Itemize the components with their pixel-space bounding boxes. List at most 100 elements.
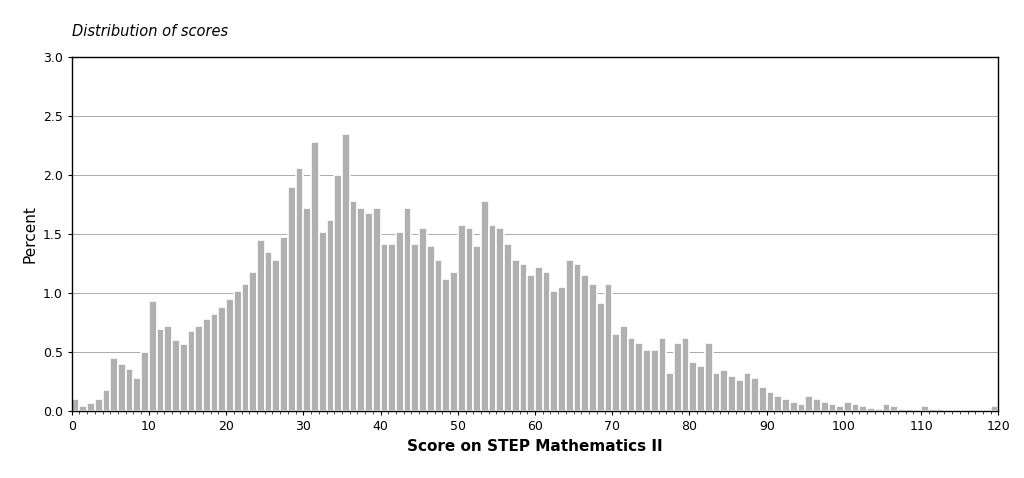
Y-axis label: Percent: Percent bbox=[23, 205, 37, 263]
Bar bbox=[922, 406, 929, 411]
Bar bbox=[80, 406, 87, 411]
Bar bbox=[381, 244, 388, 411]
Bar bbox=[87, 403, 95, 411]
Bar bbox=[674, 343, 682, 411]
Bar bbox=[272, 260, 281, 411]
Bar bbox=[203, 319, 211, 411]
Bar bbox=[728, 376, 736, 411]
Bar bbox=[759, 388, 767, 411]
Bar bbox=[187, 331, 196, 411]
Bar bbox=[689, 361, 697, 411]
Bar bbox=[466, 228, 473, 411]
Bar bbox=[403, 208, 412, 411]
Bar bbox=[350, 201, 357, 411]
Bar bbox=[481, 201, 488, 411]
Bar bbox=[512, 260, 519, 411]
Bar bbox=[111, 358, 118, 411]
Bar bbox=[366, 213, 373, 411]
Bar bbox=[558, 287, 566, 411]
Text: Distribution of scores: Distribution of scores bbox=[72, 24, 227, 39]
Bar bbox=[628, 338, 636, 411]
Bar bbox=[451, 272, 458, 411]
Bar bbox=[612, 335, 620, 411]
Bar bbox=[334, 175, 342, 411]
Bar bbox=[944, 410, 952, 411]
Bar bbox=[968, 410, 975, 411]
Bar bbox=[442, 279, 451, 411]
Bar bbox=[342, 134, 350, 411]
Bar bbox=[133, 378, 141, 411]
Bar bbox=[913, 410, 922, 411]
Bar bbox=[952, 410, 959, 411]
Bar bbox=[488, 225, 497, 411]
Bar bbox=[867, 408, 874, 411]
Bar bbox=[249, 272, 257, 411]
Bar bbox=[844, 402, 852, 411]
Bar bbox=[157, 328, 165, 411]
Bar bbox=[357, 208, 366, 411]
Bar bbox=[821, 402, 828, 411]
Bar bbox=[705, 343, 713, 411]
Bar bbox=[226, 299, 233, 411]
Bar bbox=[682, 338, 689, 411]
Bar bbox=[473, 246, 481, 411]
Bar bbox=[288, 187, 296, 411]
Bar bbox=[388, 244, 396, 411]
Bar bbox=[118, 364, 126, 411]
Bar bbox=[837, 406, 844, 411]
Bar bbox=[318, 232, 327, 411]
Bar bbox=[852, 404, 859, 411]
Bar bbox=[233, 291, 242, 411]
Bar bbox=[265, 252, 272, 411]
Bar bbox=[373, 208, 381, 411]
Bar bbox=[813, 399, 821, 411]
Bar bbox=[573, 264, 582, 411]
Bar bbox=[721, 370, 728, 411]
Bar bbox=[148, 302, 157, 411]
Bar bbox=[327, 220, 334, 411]
Bar bbox=[774, 396, 782, 411]
Bar bbox=[859, 406, 867, 411]
Bar bbox=[218, 307, 226, 411]
Bar bbox=[805, 396, 813, 411]
Bar bbox=[458, 225, 466, 411]
Bar bbox=[643, 350, 651, 411]
Bar bbox=[296, 168, 303, 411]
Bar bbox=[697, 366, 705, 411]
Bar bbox=[504, 244, 512, 411]
Bar bbox=[782, 399, 790, 411]
Bar bbox=[172, 340, 180, 411]
Bar bbox=[281, 237, 288, 411]
Bar bbox=[582, 275, 589, 411]
Bar bbox=[535, 267, 543, 411]
Bar bbox=[419, 228, 427, 411]
Bar bbox=[303, 208, 311, 411]
Bar bbox=[527, 275, 536, 411]
Bar bbox=[767, 392, 774, 411]
Bar bbox=[551, 291, 558, 411]
Bar bbox=[636, 343, 643, 411]
Bar bbox=[180, 344, 187, 411]
X-axis label: Score on STEP Mathematics II: Score on STEP Mathematics II bbox=[408, 439, 663, 454]
Bar bbox=[589, 284, 597, 411]
Bar bbox=[906, 409, 913, 411]
Bar bbox=[95, 399, 102, 411]
Bar bbox=[937, 409, 944, 411]
Bar bbox=[752, 378, 759, 411]
Bar bbox=[990, 406, 998, 411]
Bar bbox=[566, 260, 573, 411]
Bar bbox=[975, 410, 983, 411]
Bar bbox=[898, 409, 905, 411]
Bar bbox=[790, 402, 798, 411]
Bar bbox=[141, 352, 148, 411]
Bar bbox=[102, 390, 111, 411]
Bar bbox=[497, 228, 504, 411]
Bar bbox=[604, 284, 612, 411]
Bar bbox=[874, 409, 883, 411]
Bar bbox=[929, 409, 937, 411]
Bar bbox=[620, 326, 628, 411]
Bar bbox=[743, 373, 752, 411]
Bar bbox=[798, 404, 805, 411]
Bar bbox=[667, 373, 674, 411]
Bar bbox=[211, 315, 218, 411]
